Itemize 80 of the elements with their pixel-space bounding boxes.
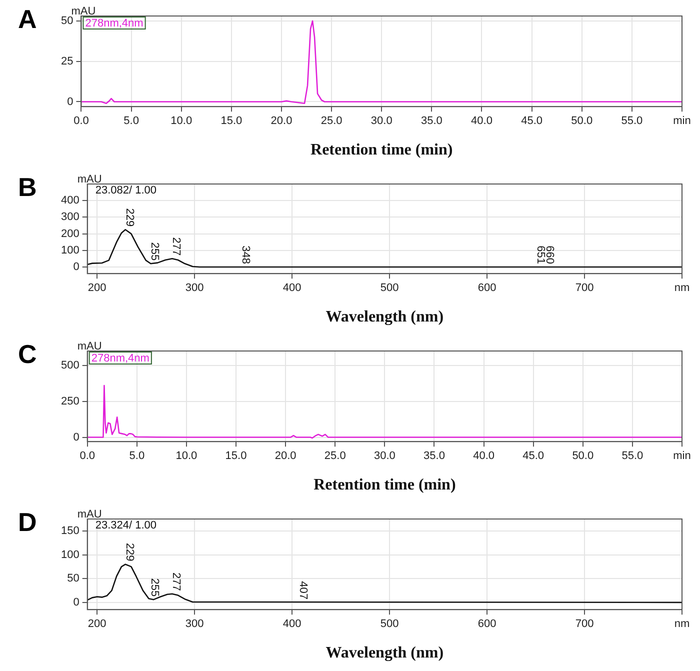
x-tick-label: 10.0 [176, 450, 198, 462]
y-axis-title: mAU [77, 340, 102, 353]
x-tick-label: 20.0 [270, 115, 292, 128]
x-tick-label: 700 [575, 618, 594, 630]
x-tick-label: 200 [88, 282, 106, 294]
x-axis-title: Wavelength (nm) [326, 308, 444, 326]
x-axis-title: Retention time (min) [310, 142, 453, 159]
y-tick-label: 200 [60, 228, 80, 240]
x-tick-label: 0.0 [74, 115, 89, 128]
y-tick-label: 400 [60, 194, 80, 207]
x-tick-label: 10.0 [170, 115, 192, 128]
x-tick-label: 30.0 [374, 450, 396, 462]
x-tick-label: min [673, 450, 691, 462]
x-tick-label: 35.0 [424, 450, 445, 462]
x-tick-label: 55.0 [622, 450, 644, 462]
x-tick-label: 500 [380, 282, 399, 294]
annotation: 277 [170, 572, 182, 591]
x-tick-label: 5.0 [129, 450, 145, 462]
x-tick-label: 50.0 [571, 115, 593, 128]
x-tick-label: 0.0 [80, 450, 95, 462]
x-tick-label: 5.0 [124, 115, 139, 128]
x-tick-label: 400 [282, 618, 302, 630]
x-tick-label: 25.0 [324, 450, 346, 462]
chart-title: B [18, 172, 37, 203]
annotation: 278nm,4nm [91, 352, 150, 365]
x-axis-title: Wavelength (nm) [326, 644, 444, 662]
annotation: 229 [123, 542, 136, 562]
x-tick-label: 15.0 [225, 450, 247, 462]
y-tick-label: 0 [73, 596, 80, 608]
annotation: 23.324/ 1.00 [95, 520, 157, 532]
chart-title: D [18, 507, 37, 538]
annotation: 255 [148, 578, 161, 597]
y-axis-title: mAU [77, 174, 102, 186]
x-tick-label: 200 [88, 618, 106, 630]
y-tick-label: 0 [73, 431, 80, 444]
y-tick-label: 50 [67, 572, 80, 585]
x-tick-label: 300 [185, 282, 204, 294]
x-tick-label: 35.0 [420, 115, 442, 128]
annotation: 229 [123, 208, 136, 227]
y-tick-label: 100 [60, 244, 80, 256]
x-tick-label: 55.0 [621, 115, 643, 128]
x-tick-label: min [673, 115, 691, 128]
y-tick-label: 50 [60, 14, 74, 27]
x-tick-label: 25.0 [320, 115, 342, 128]
y-tick-label: 0 [67, 96, 74, 108]
chart-title: A [18, 4, 37, 35]
x-tick-label: 15.0 [220, 115, 242, 128]
x-tick-label: 45.0 [522, 450, 544, 462]
x-tick-label: 45.0 [521, 115, 543, 128]
y-tick-label: 300 [60, 211, 80, 224]
annotation: 255 [148, 242, 161, 261]
y-tick-label: 25 [60, 55, 74, 68]
x-tick-label: 20.0 [274, 450, 296, 462]
x-tick-label: 500 [380, 618, 399, 630]
y-tick-label: 500 [60, 359, 80, 372]
chart-title: C [18, 339, 37, 370]
x-tick-label: 50.0 [572, 450, 594, 462]
x-axis-title: Retention time (min) [314, 476, 456, 494]
x-tick-label: 400 [282, 282, 302, 294]
y-axis-title: mAU [71, 6, 96, 18]
x-tick-label: 30.0 [370, 115, 392, 128]
x-tick-label: 600 [478, 618, 496, 630]
annotation: 23.082/ 1.00 [95, 184, 157, 197]
y-tick-label: 150 [60, 524, 80, 537]
y-tick-label: 0 [73, 260, 80, 273]
annotation: 651 [534, 246, 547, 264]
x-tick-label: 700 [575, 282, 594, 294]
x-tick-label: 40.0 [471, 115, 492, 128]
x-tick-label: 40.0 [473, 450, 494, 462]
annotation: 277 [170, 237, 182, 256]
annotation: 407 [296, 581, 309, 600]
y-tick-label: 100 [60, 548, 80, 561]
y-axis-title: mAU [77, 508, 102, 521]
x-tick-label: 300 [185, 618, 204, 630]
y-tick-label: 250 [60, 395, 80, 408]
annotation: 278nm,4nm [85, 18, 144, 30]
annotation: 348 [239, 246, 252, 264]
x-tick-label: nm [674, 282, 690, 294]
x-tick-label: 600 [478, 282, 496, 294]
x-tick-label: nm [674, 618, 690, 630]
